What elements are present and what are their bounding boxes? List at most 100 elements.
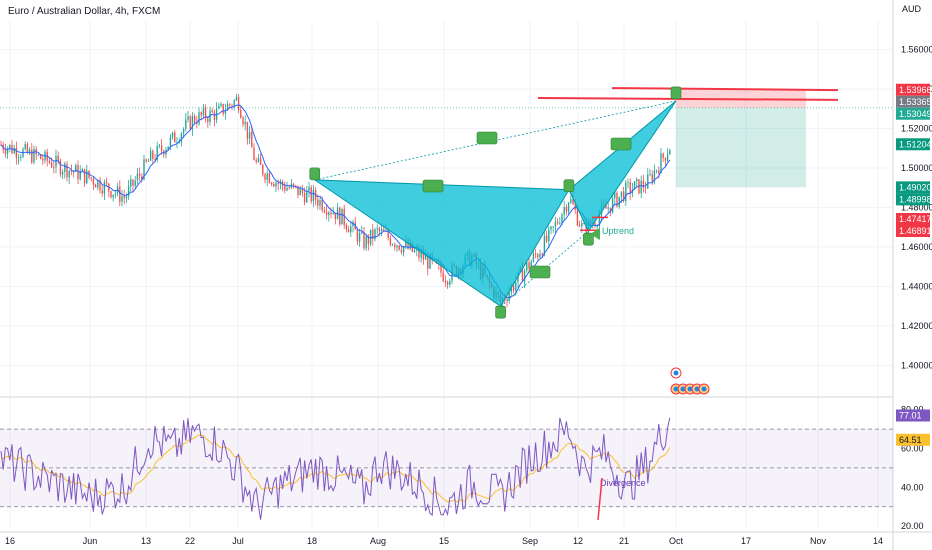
candle-body xyxy=(202,108,205,116)
candle-body xyxy=(369,229,372,245)
candle-body xyxy=(642,180,645,188)
candle-body xyxy=(596,225,598,227)
candle-body xyxy=(28,149,31,153)
rsi-signal-text: 64.51 xyxy=(899,435,922,445)
candle-body xyxy=(567,202,570,212)
price-label-text: 1.49020 xyxy=(899,182,932,192)
pattern-point-tag xyxy=(563,179,575,193)
candle-body xyxy=(277,183,279,185)
candle-body xyxy=(237,97,240,110)
candle-body xyxy=(39,154,42,159)
candle-body xyxy=(669,150,671,155)
price-label-text: 1.53049 xyxy=(899,109,932,119)
candle-body xyxy=(427,255,429,269)
candle-body xyxy=(196,122,198,124)
candle-body xyxy=(211,110,213,113)
candle-body xyxy=(42,158,44,161)
candle-body xyxy=(156,145,158,160)
candle-body xyxy=(581,223,583,227)
candle-body xyxy=(68,170,70,178)
candle-body xyxy=(123,196,125,199)
time-tick-label: 12 xyxy=(573,536,583,546)
candle-body xyxy=(350,226,352,233)
candle-body xyxy=(629,182,631,194)
time-tick-label: 13 xyxy=(141,536,151,546)
candle-body xyxy=(273,183,275,187)
divergence-label: Divergence xyxy=(600,478,646,488)
candle-body xyxy=(268,173,271,184)
candle-body xyxy=(59,160,62,175)
time-tick-label: 14 xyxy=(873,536,883,546)
candle-body xyxy=(138,173,141,176)
candle-body xyxy=(609,207,612,213)
candle-body xyxy=(297,185,299,196)
candle-body xyxy=(187,116,189,120)
candle-body xyxy=(295,185,297,187)
candle-body xyxy=(325,211,328,216)
candle-body xyxy=(317,199,319,206)
candle-body xyxy=(407,241,409,249)
candle-body xyxy=(565,206,568,212)
time-tick-label: Oct xyxy=(669,536,684,546)
candle-body xyxy=(222,103,224,114)
candle-body xyxy=(53,167,55,168)
candle-body xyxy=(125,196,128,199)
candle-body xyxy=(380,228,383,231)
candle-body xyxy=(339,207,341,225)
candle-body xyxy=(413,250,416,252)
candle-body xyxy=(149,150,152,161)
candle-body xyxy=(541,253,543,256)
candle-body xyxy=(405,241,407,247)
pattern-point-tag xyxy=(476,131,498,145)
candle-body xyxy=(343,208,345,225)
candle-body xyxy=(158,145,161,147)
time-tick-label: Aug xyxy=(370,536,386,546)
candle-body xyxy=(400,249,403,253)
candle-body xyxy=(103,181,106,194)
candle-body xyxy=(627,182,629,184)
candle-body xyxy=(13,148,15,154)
event-icon-core xyxy=(673,386,679,392)
candle-body xyxy=(510,285,513,293)
rsi-tick-label: 40.00 xyxy=(901,482,924,492)
candle-body xyxy=(182,128,185,134)
candle-body xyxy=(130,179,132,187)
candle-body xyxy=(532,253,535,262)
candle-body xyxy=(264,174,266,180)
candle-body xyxy=(99,180,101,191)
candle-body xyxy=(361,231,363,233)
candle-body xyxy=(110,191,112,198)
price-tick-label: 1.44000 xyxy=(901,281,932,291)
candle-body xyxy=(119,186,121,202)
uptrend-label: Uptrend xyxy=(602,226,634,236)
candle-body xyxy=(147,160,150,162)
candle-body xyxy=(429,254,431,269)
time-tick-label: 16 xyxy=(5,536,15,546)
candle-body xyxy=(198,112,200,124)
candle-body xyxy=(48,160,51,163)
price-tick-label: 1.48000 xyxy=(901,203,932,213)
candle-body xyxy=(121,196,123,202)
price-tick-label: 1.40000 xyxy=(901,360,932,370)
candle-body xyxy=(57,155,59,161)
candle-body xyxy=(334,212,337,220)
candle-body xyxy=(266,173,268,180)
candle-body xyxy=(559,223,561,225)
candle-body xyxy=(636,179,638,182)
candle-body xyxy=(387,230,389,238)
candle-body xyxy=(446,282,449,285)
time-tick-label: 22 xyxy=(185,536,195,546)
candle-body xyxy=(299,188,301,196)
candle-body xyxy=(548,229,550,242)
candle-body xyxy=(545,235,548,242)
candle-body xyxy=(572,199,574,205)
candle-body xyxy=(662,153,664,158)
time-tick-label: 17 xyxy=(741,536,751,546)
candle-body xyxy=(391,244,394,246)
candle-body xyxy=(402,246,405,253)
pattern-point-tag xyxy=(610,137,632,151)
price-tick-label: 1.42000 xyxy=(901,321,932,331)
candle-body xyxy=(543,235,546,256)
price-label-text: 1.46891 xyxy=(899,226,932,236)
